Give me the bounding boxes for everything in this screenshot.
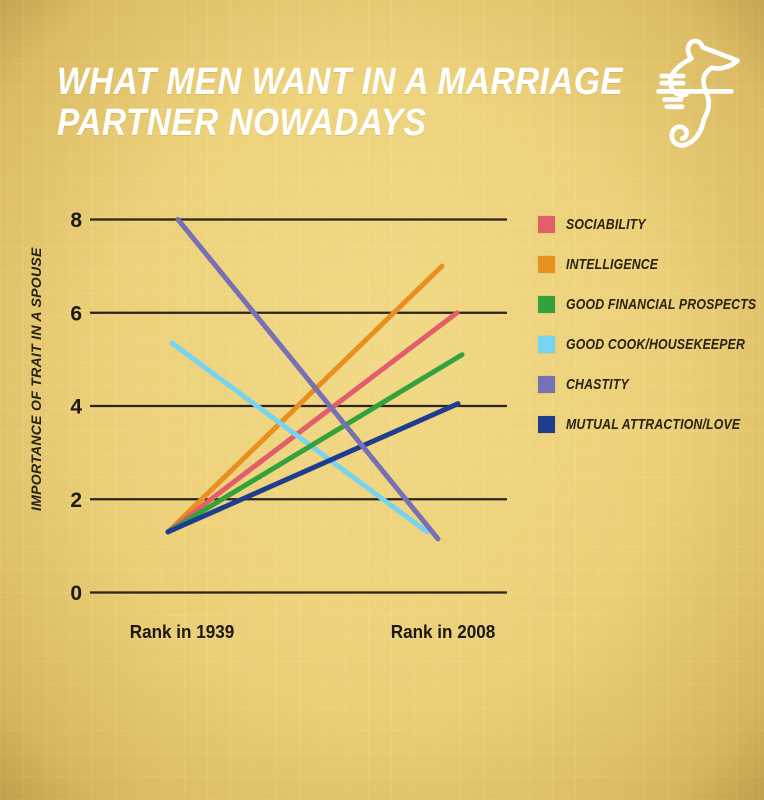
legend-item-intelligence: INTELLIGENCE bbox=[538, 244, 758, 284]
legend-item-good-financial-prospects: GOOD FINANCIAL PROSPECTS bbox=[538, 284, 758, 324]
x-axis-label-2008: Rank in 2008 bbox=[390, 622, 496, 642]
series-line-good-cook-housekeeper bbox=[169, 340, 430, 535]
y-tick-label-0: 0 bbox=[70, 582, 82, 605]
legend-label-chastity: CHASTITY bbox=[566, 375, 629, 393]
legend-swatch-sociability bbox=[538, 215, 555, 233]
series-line-sociability bbox=[165, 310, 460, 535]
legend-label-sociability: SOCIABILITY bbox=[566, 215, 646, 233]
legend-label-mutual-attraction-love: MUTUAL ATTRACTION/LOVE bbox=[566, 415, 741, 433]
page-title-line2: PARTNER NOWADAYS bbox=[57, 102, 427, 144]
page-title-line1: WHAT MEN WANT IN A MARRIAGE bbox=[57, 61, 624, 103]
series-line-good-financial-prospects bbox=[165, 352, 465, 535]
page-title: WHAT MEN WANT IN A MARRIAGE PARTNER NOWA… bbox=[57, 62, 623, 144]
legend-swatch-good-cook-housekeeper bbox=[538, 335, 555, 353]
legend-label-good-cook-housekeeper: GOOD COOK/HOUSEKEEPER bbox=[566, 335, 746, 353]
legend-item-sociability: SOCIABILITY bbox=[538, 204, 758, 244]
y-tick-label-2: 2 bbox=[70, 489, 82, 512]
y-tick-label-8: 8 bbox=[70, 209, 82, 232]
legend-swatch-intelligence bbox=[538, 255, 555, 273]
legend-item-chastity: CHASTITY bbox=[538, 364, 758, 404]
x-axis-label-1939: Rank in 1939 bbox=[129, 622, 235, 642]
legend-label-good-financial-prospects: GOOD FINANCIAL PROSPECTS bbox=[566, 295, 757, 313]
legend-swatch-mutual-attraction-love bbox=[538, 415, 555, 433]
legend-label-intelligence: INTELLIGENCE bbox=[566, 255, 659, 273]
legend-item-mutual-attraction-love: MUTUAL ATTRACTION/LOVE bbox=[538, 404, 758, 444]
y-tick-label-4: 4 bbox=[70, 396, 82, 419]
chart-legend: SOCIABILITY INTELLIGENCE GOOD FINANCIAL PR… bbox=[538, 204, 758, 444]
legend-item-good-cook-housekeeper: GOOD COOK/HOUSEKEEPER bbox=[538, 324, 758, 364]
legend-swatch-chastity bbox=[538, 375, 555, 393]
seahorse-logo bbox=[654, 38, 742, 156]
series-line-chastity bbox=[175, 217, 441, 542]
seahorse-icon bbox=[656, 38, 740, 148]
y-axis-title: IMPORTANCE OF TRAIT IN A SPOUSE bbox=[28, 247, 44, 511]
legend-swatch-good-financial-prospects bbox=[538, 295, 555, 313]
y-tick-label-6: 6 bbox=[70, 302, 82, 325]
series-line-mutual-attraction-love bbox=[165, 401, 461, 535]
series-line-intelligence bbox=[165, 263, 445, 535]
